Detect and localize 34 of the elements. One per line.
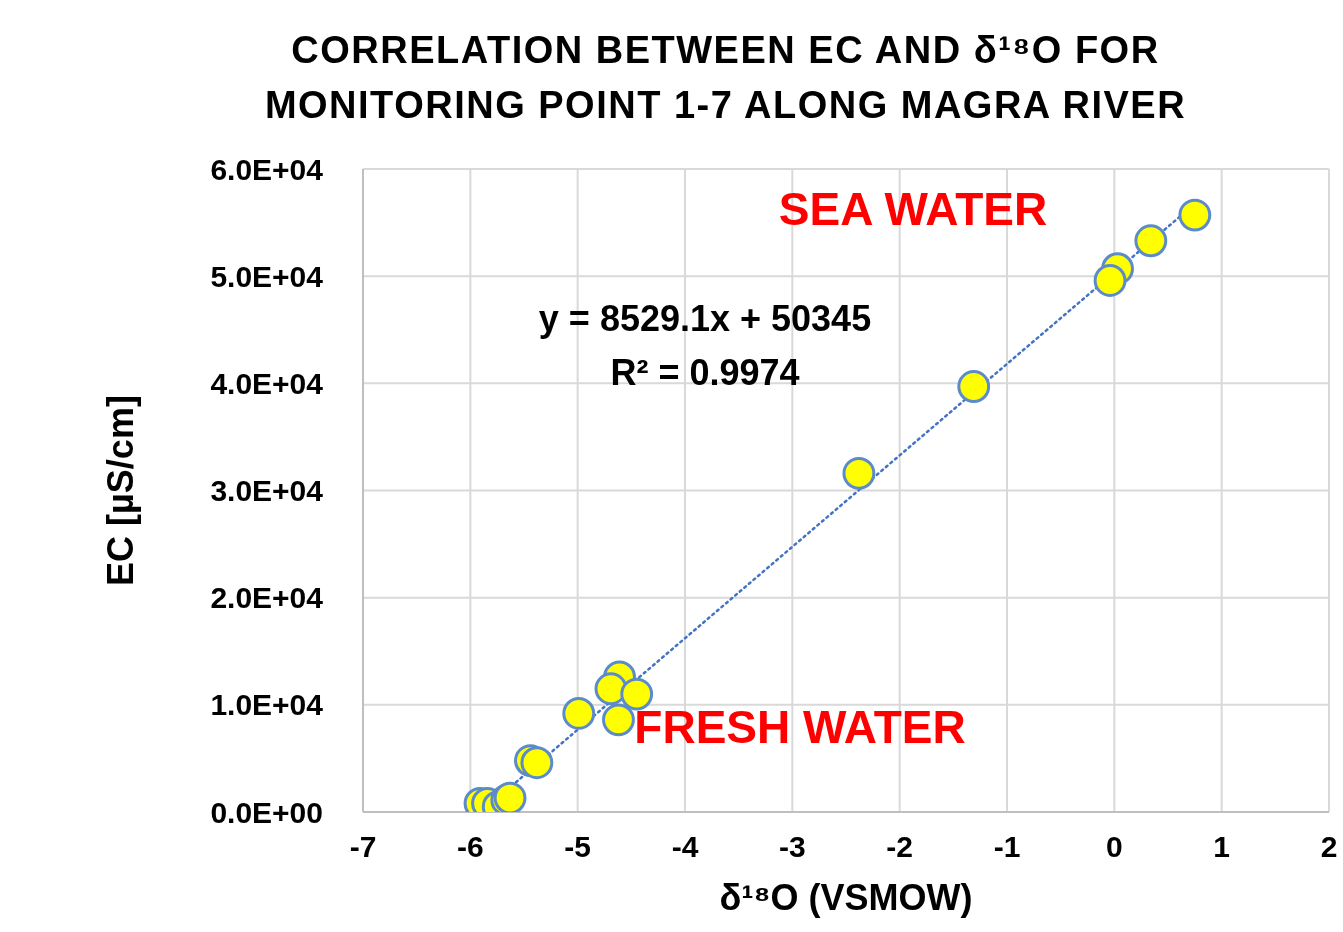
- y-tick-label: 1.0E+04: [210, 688, 324, 722]
- x-tick-label: -3: [778, 830, 806, 864]
- annotation: FRESH WATER: [634, 700, 966, 754]
- chart-title: CORRELATION BETWEEN EC AND δ¹⁸O FOR MONITORING POINT 1-7 ALONG MAGRA RIVER: [263, 28, 1188, 128]
- annotation: R² = 0.9974: [610, 352, 800, 394]
- y-tick-label: 3.0E+04: [210, 474, 324, 508]
- y-tick-label: 6.0E+04: [210, 152, 324, 186]
- x-tick-label: -1: [993, 830, 1021, 864]
- point: [620, 677, 654, 711]
- point: [1134, 224, 1168, 258]
- x-tick-label: -7: [349, 830, 377, 864]
- x-tick-label: 0: [1105, 830, 1123, 864]
- x-tick-label: -4: [671, 830, 699, 864]
- point: [1093, 264, 1127, 297]
- y-tick-label: 5.0E+04: [210, 259, 324, 293]
- y-tick-label: 2.0E+04: [210, 581, 324, 615]
- point: [602, 703, 635, 737]
- point: [594, 672, 628, 706]
- point: [842, 456, 876, 490]
- x-tick-label: -5: [564, 830, 592, 864]
- point: [1178, 198, 1212, 232]
- y-axis-title: EC [µS/cm]: [99, 395, 141, 586]
- point: [957, 370, 991, 403]
- annotation: SEA WATER: [778, 182, 1048, 236]
- y-tick-label: 0.0E+00: [210, 795, 323, 829]
- point: [562, 697, 596, 730]
- annotation: y = 8529.1x + 50345: [538, 298, 872, 340]
- x-tick-label: 1: [1213, 830, 1231, 864]
- x-tick-label: -2: [886, 830, 914, 864]
- x-tick-label: 2: [1320, 830, 1338, 864]
- y-tick-label: 4.0E+04: [210, 366, 324, 400]
- x-tick-label: -6: [456, 830, 484, 864]
- x-axis-title: δ¹⁸O (VSMOW): [719, 877, 973, 918]
- point: [520, 746, 554, 780]
